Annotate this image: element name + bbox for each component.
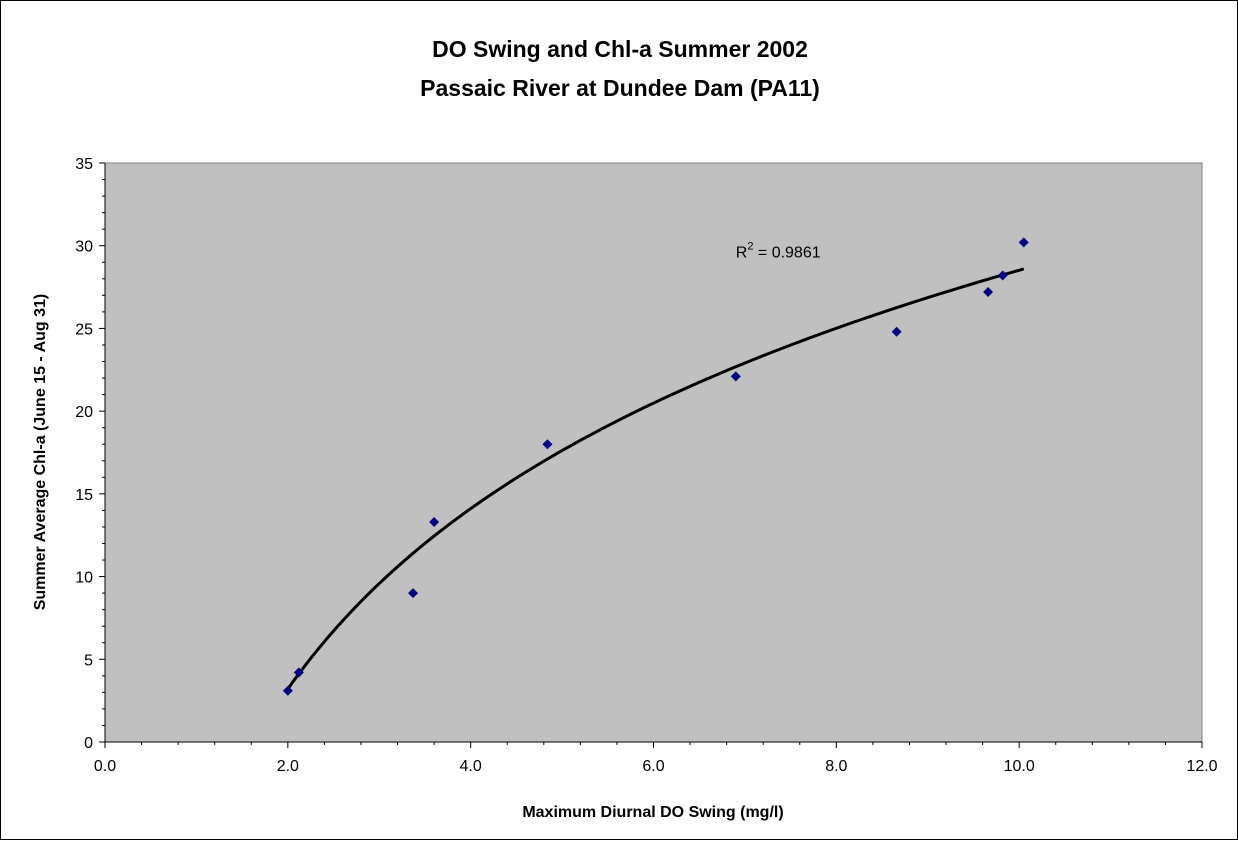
r-squared-annotation: R2 = 0.9861 [736, 240, 821, 261]
x-tick-label: 10.0 [1004, 758, 1035, 775]
data-point [997, 270, 1008, 281]
x-tick-label: 8.0 [825, 758, 847, 775]
y-axis-title: Summer Average Chl-a (June 15 - Aug 31) [32, 294, 49, 611]
x-tick-label: 0.0 [94, 758, 116, 775]
data-point [730, 371, 741, 382]
y-tick-label: 15 [75, 487, 93, 504]
y-tick-label: 10 [75, 570, 93, 587]
trendline [286, 267, 1025, 690]
x-tick-label: 4.0 [460, 758, 482, 775]
y-tick-label: 5 [84, 652, 93, 669]
plot-area [104, 162, 1203, 743]
x-tick-label: 2.0 [277, 758, 299, 775]
data-point [429, 516, 440, 527]
y-tick-label: 35 [75, 156, 93, 173]
x-tick-label: 6.0 [642, 758, 664, 775]
chart-title-line-1: DO Swing and Chl-a Summer 2002 [432, 36, 808, 62]
data-point [542, 439, 553, 450]
data-point [293, 667, 304, 678]
data-point [282, 685, 293, 696]
y-tick-label: 30 [75, 239, 93, 256]
data-point [1018, 237, 1029, 248]
y-tick-label: 0 [84, 735, 93, 752]
chart-title-line-2: Passaic River at Dundee Dam (PA11) [420, 75, 820, 101]
data-point [983, 287, 994, 298]
x-axis-title: Maximum Diurnal DO Swing (mg/l) [522, 804, 783, 821]
x-tick-label: 12.0 [1186, 758, 1217, 775]
y-tick-label: 25 [75, 321, 93, 338]
data-point [891, 326, 902, 337]
marks-layer: 0 5 10 15 20 25 30 35 0.0 2.0 4.0 6.0 8.0 10.0 12.0 R2 … [75, 156, 1217, 775]
y-tick-label: 20 [75, 404, 93, 421]
data-point [408, 588, 419, 599]
